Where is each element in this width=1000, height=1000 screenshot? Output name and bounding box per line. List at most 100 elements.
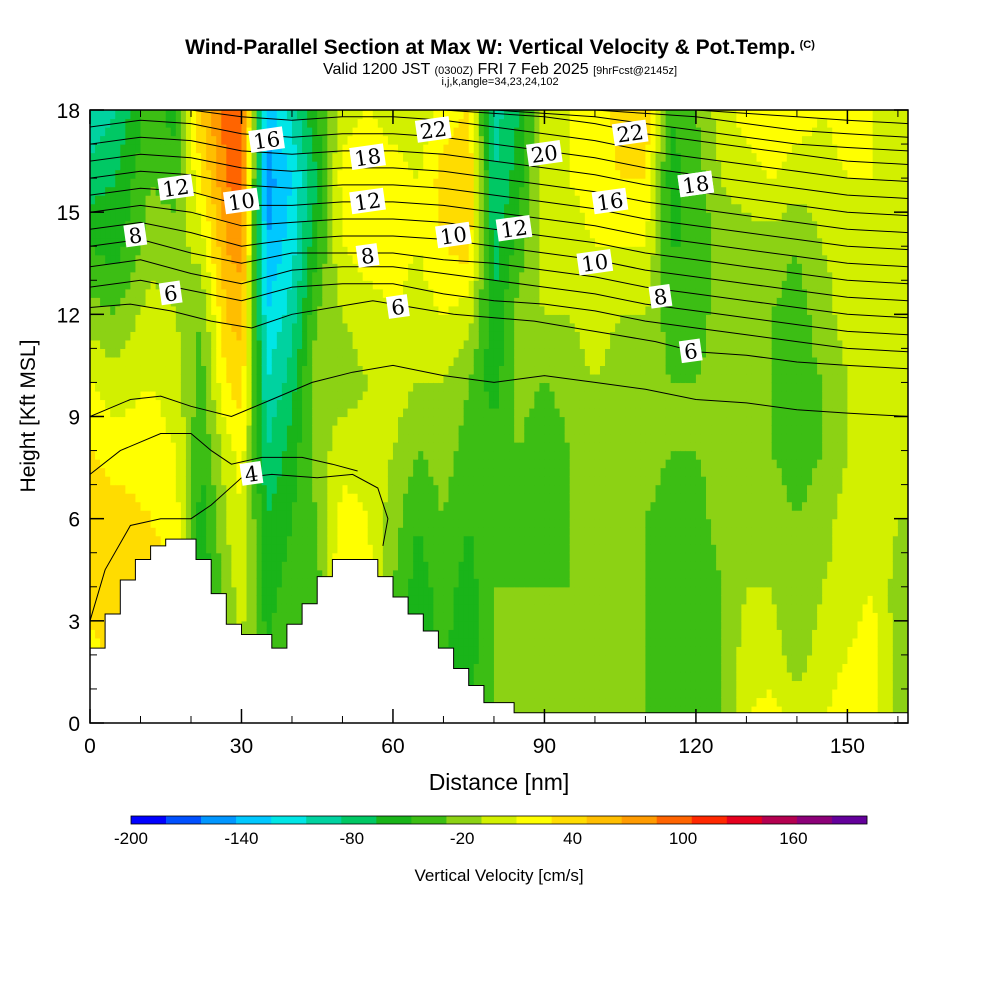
velocity-cell (175, 510, 182, 520)
velocity-cell (403, 203, 409, 213)
velocity-cell (428, 288, 434, 298)
velocity-cell (226, 297, 232, 307)
velocity-cell (196, 501, 202, 511)
velocity-cell (216, 535, 222, 545)
velocity-cell (312, 510, 318, 520)
velocity-cell (190, 493, 197, 503)
velocity-cell (105, 595, 111, 605)
velocity-cell (327, 314, 333, 324)
velocity-cell (302, 595, 308, 605)
velocity-cell (387, 144, 394, 154)
velocity-cell (403, 493, 409, 503)
velocity-cell (387, 442, 394, 452)
velocity-cell (241, 271, 248, 281)
velocity-cell (367, 271, 374, 281)
velocity-cell (408, 305, 414, 315)
velocity-cell (211, 203, 217, 213)
velocity-cell (382, 297, 389, 307)
velocity-cell (408, 416, 414, 426)
velocity-cell (387, 356, 394, 367)
velocity-cell (211, 322, 217, 332)
velocity-cell (226, 561, 232, 571)
velocity-cell (130, 195, 137, 205)
velocity-cell (231, 518, 238, 528)
velocity-cell (135, 493, 142, 503)
velocity-cell (367, 416, 374, 426)
velocity-cell (387, 314, 394, 324)
velocity-cell (291, 476, 298, 486)
velocity-cell (357, 476, 364, 486)
velocity-cell (120, 407, 126, 418)
velocity-cell (115, 603, 121, 613)
velocity-cell (105, 356, 111, 367)
velocity-cell (90, 476, 96, 486)
velocity-cell (110, 280, 116, 290)
velocity-cell (408, 237, 414, 247)
velocity-cell (332, 331, 339, 341)
velocity-cell (317, 212, 323, 222)
velocity-cell (236, 510, 243, 520)
velocity-cell (286, 203, 293, 213)
velocity-cell (291, 152, 298, 162)
velocity-cell (367, 442, 374, 452)
velocity-cell (201, 152, 207, 162)
velocity-cell (185, 331, 192, 341)
velocity-cell (271, 612, 278, 622)
velocity-cell (140, 501, 147, 511)
velocity-cell (120, 493, 126, 503)
velocity-cell (130, 288, 137, 298)
velocity-cell (211, 144, 217, 154)
velocity-cell (342, 399, 349, 409)
velocity-cell (302, 518, 308, 528)
velocity-cell (297, 510, 303, 520)
velocity-cell (438, 603, 445, 613)
velocity-cell (261, 288, 268, 298)
velocity-cell (392, 348, 399, 358)
velocity-cell (327, 373, 333, 384)
velocity-cell (261, 425, 268, 435)
velocity-cell (332, 425, 339, 435)
velocity-cell (125, 314, 131, 324)
velocity-cell (115, 178, 121, 188)
velocity-cell (403, 561, 409, 571)
velocity-cell (236, 382, 243, 392)
velocity-cell (392, 399, 399, 409)
velocity-cell (413, 561, 419, 571)
velocity-cell (297, 527, 303, 537)
velocity-cell (241, 552, 248, 562)
velocity-cell (120, 339, 126, 349)
velocity-cell (317, 127, 323, 137)
velocity-cell (312, 459, 318, 469)
velocity-cell (231, 118, 238, 128)
velocity-cell (196, 407, 202, 418)
velocity-cell (246, 493, 253, 503)
velocity-cell (100, 561, 106, 571)
velocity-cell (110, 339, 116, 349)
velocity-cell (125, 144, 131, 154)
velocity-cell (418, 552, 424, 562)
velocity-cell (165, 322, 172, 332)
velocity-cell (276, 467, 283, 477)
velocity-cell (312, 450, 318, 460)
velocity-cell (367, 356, 374, 367)
velocity-cell (105, 373, 111, 384)
velocity-cell (291, 237, 298, 247)
velocity-cell (155, 399, 162, 409)
velocity-cell (392, 314, 399, 324)
velocity-cell (155, 135, 162, 145)
velocity-cell (120, 314, 126, 324)
velocity-cell (246, 416, 253, 426)
velocity-cell (307, 501, 313, 511)
velocity-cell (387, 161, 394, 171)
velocity-cell (261, 271, 268, 281)
velocity-cell (317, 331, 323, 341)
velocity-cell (100, 161, 106, 171)
velocity-cell (130, 110, 137, 120)
velocity-cell (140, 544, 147, 554)
velocity-cell (382, 425, 389, 435)
velocity-cell (428, 339, 434, 349)
velocity-cell (160, 399, 167, 409)
velocity-cell (261, 246, 268, 256)
velocity-cell (196, 212, 202, 222)
velocity-cell (236, 229, 243, 239)
